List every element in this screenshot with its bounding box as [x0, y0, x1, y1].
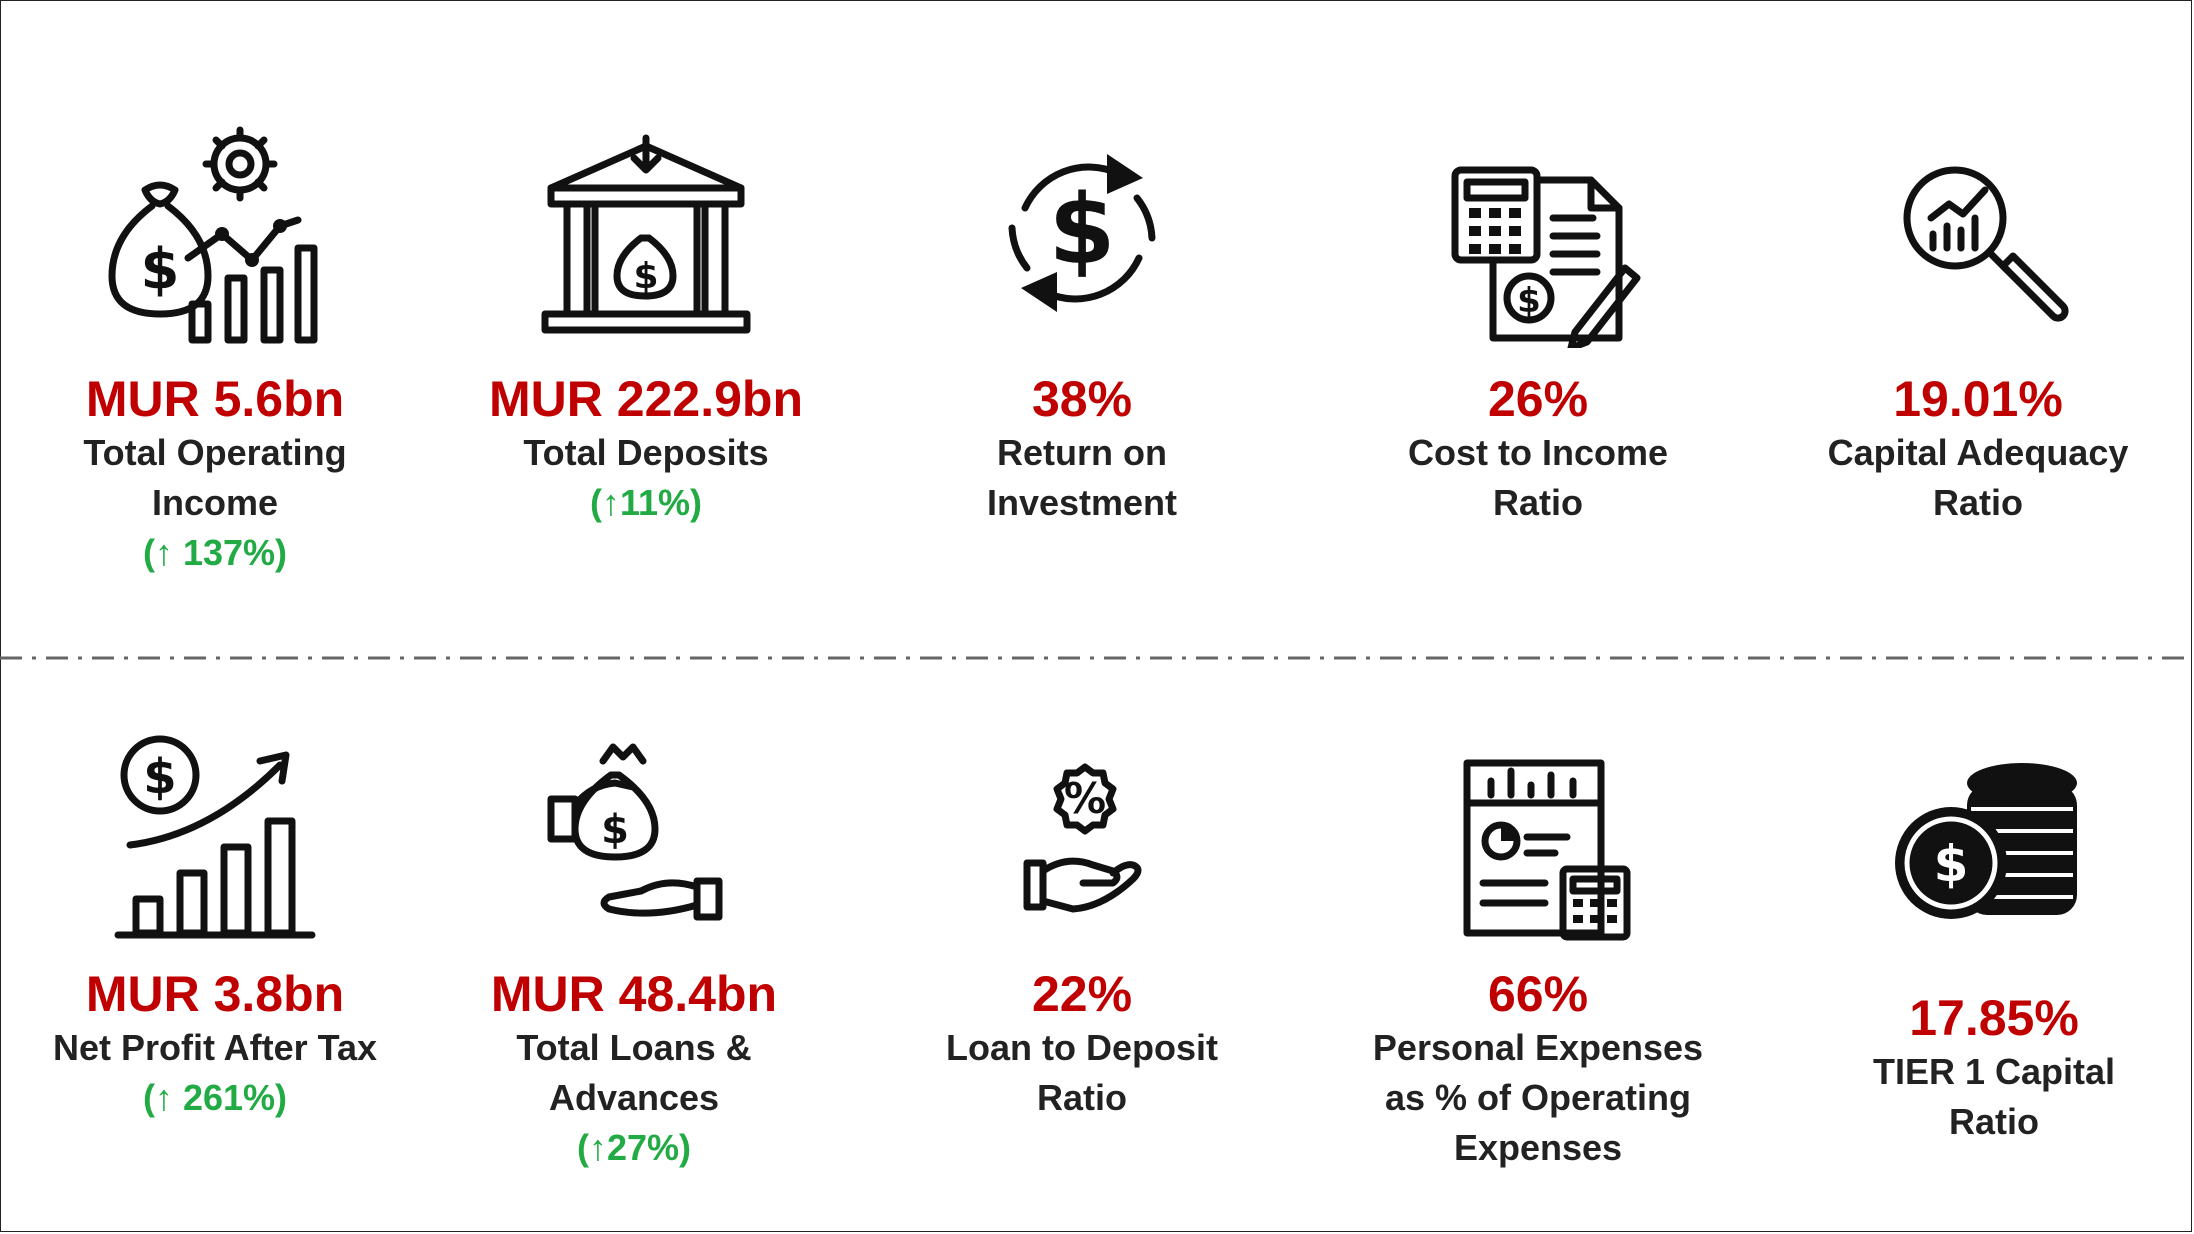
kpi-tier1-capital: $ 17.85% TIER 1 Capital Ratio	[1814, 713, 2174, 1147]
kpi-growth: (↑ 137%)	[142, 532, 288, 573]
kpi-label: Total Operating Income	[83, 432, 347, 523]
kpi-value: 17.85%	[1909, 990, 2079, 1046]
kpi-growth: (↑11%)	[589, 482, 703, 523]
profit-growth-chart-icon: $	[114, 735, 316, 939]
svg-text:%: %	[1064, 774, 1106, 823]
kpi-cost-to-income: $ 26% Cost to Income Ratio	[1358, 118, 1718, 528]
calculator-invoice-icon: $	[1451, 166, 1641, 348]
kpi-value: MUR 3.8bn	[85, 966, 345, 1022]
kpi-personal-expenses: 66% Personal Expenses as % of Operating …	[1358, 713, 1718, 1173]
kpi-label: TIER 1 Capital Ratio	[1872, 1051, 2116, 1142]
kpi-loan-to-deposit: % 22% Loan to Deposit Ratio	[902, 713, 1262, 1123]
kpi-label: Total Loans & Advances	[516, 1027, 752, 1118]
kpi-value: 38%	[1031, 371, 1133, 427]
kpi-return-on-investment: $ 38% Return on Investment	[902, 118, 1262, 528]
hand-percent-icon: %	[1023, 763, 1142, 913]
kpi-value: MUR 222.9bn	[489, 371, 803, 427]
kpi-label: Total Deposits	[523, 432, 769, 473]
svg-text:$: $	[601, 807, 629, 853]
kpi-label: Loan to Deposit Ratio	[946, 1027, 1218, 1118]
report-calculator-icon	[1463, 759, 1631, 941]
kpi-value: 66%	[1487, 966, 1589, 1022]
kpi-growth: (↑27%)	[576, 1127, 692, 1168]
kpi-value: MUR 48.4bn	[490, 966, 778, 1022]
dollar-cycle-icon: $	[1008, 154, 1156, 312]
kpi-label: Cost to Income Ratio	[1407, 432, 1668, 523]
svg-text:$: $	[1934, 835, 1969, 893]
kpi-total-deposits: $ MUR 222.9bn Total Deposits (↑11%)	[466, 118, 826, 528]
svg-text:$: $	[1049, 174, 1116, 286]
kpi-value: 19.01%	[1893, 371, 2063, 427]
svg-text:$: $	[141, 237, 180, 302]
kpi-total-operating-income: $ MUR 5.6bn Total Operating Income (↑ 13…	[35, 118, 395, 578]
kpi-growth: (↑ 261%)	[142, 1077, 288, 1118]
magnifier-chart-icon	[1903, 166, 2069, 322]
svg-text:$: $	[1517, 281, 1541, 321]
svg-text:$: $	[633, 256, 658, 297]
money-bag-growth-icon: $	[108, 126, 318, 344]
kpi-net-profit-after-tax: $ MUR 3.8bn Net Profit After Tax (↑ 261%…	[35, 713, 395, 1123]
kpi-value: 22%	[1031, 966, 1133, 1022]
section-divider	[0, 656, 2194, 660]
kpi-label: Net Profit After Tax	[52, 1027, 378, 1068]
bank-deposit-icon: $	[541, 134, 751, 334]
svg-text:$: $	[143, 749, 176, 805]
kpi-label: Return on Investment	[986, 432, 1178, 523]
kpi-label: Capital Adequacy Ratio	[1827, 432, 2129, 523]
kpi-label: Personal Expenses as % of Operating Expe…	[1372, 1027, 1704, 1168]
kpi-value: 26%	[1487, 371, 1589, 427]
coin-stack-icon: $	[1895, 763, 2077, 919]
kpi-total-loans-advances: $ MUR 48.4bn Total Loans & Advances (↑27…	[454, 713, 814, 1173]
hand-money-bag-icon: $	[547, 743, 723, 921]
kpi-capital-adequacy: 19.01% Capital Adequacy Ratio	[1798, 118, 2158, 528]
kpi-value: MUR 5.6bn	[85, 371, 345, 427]
